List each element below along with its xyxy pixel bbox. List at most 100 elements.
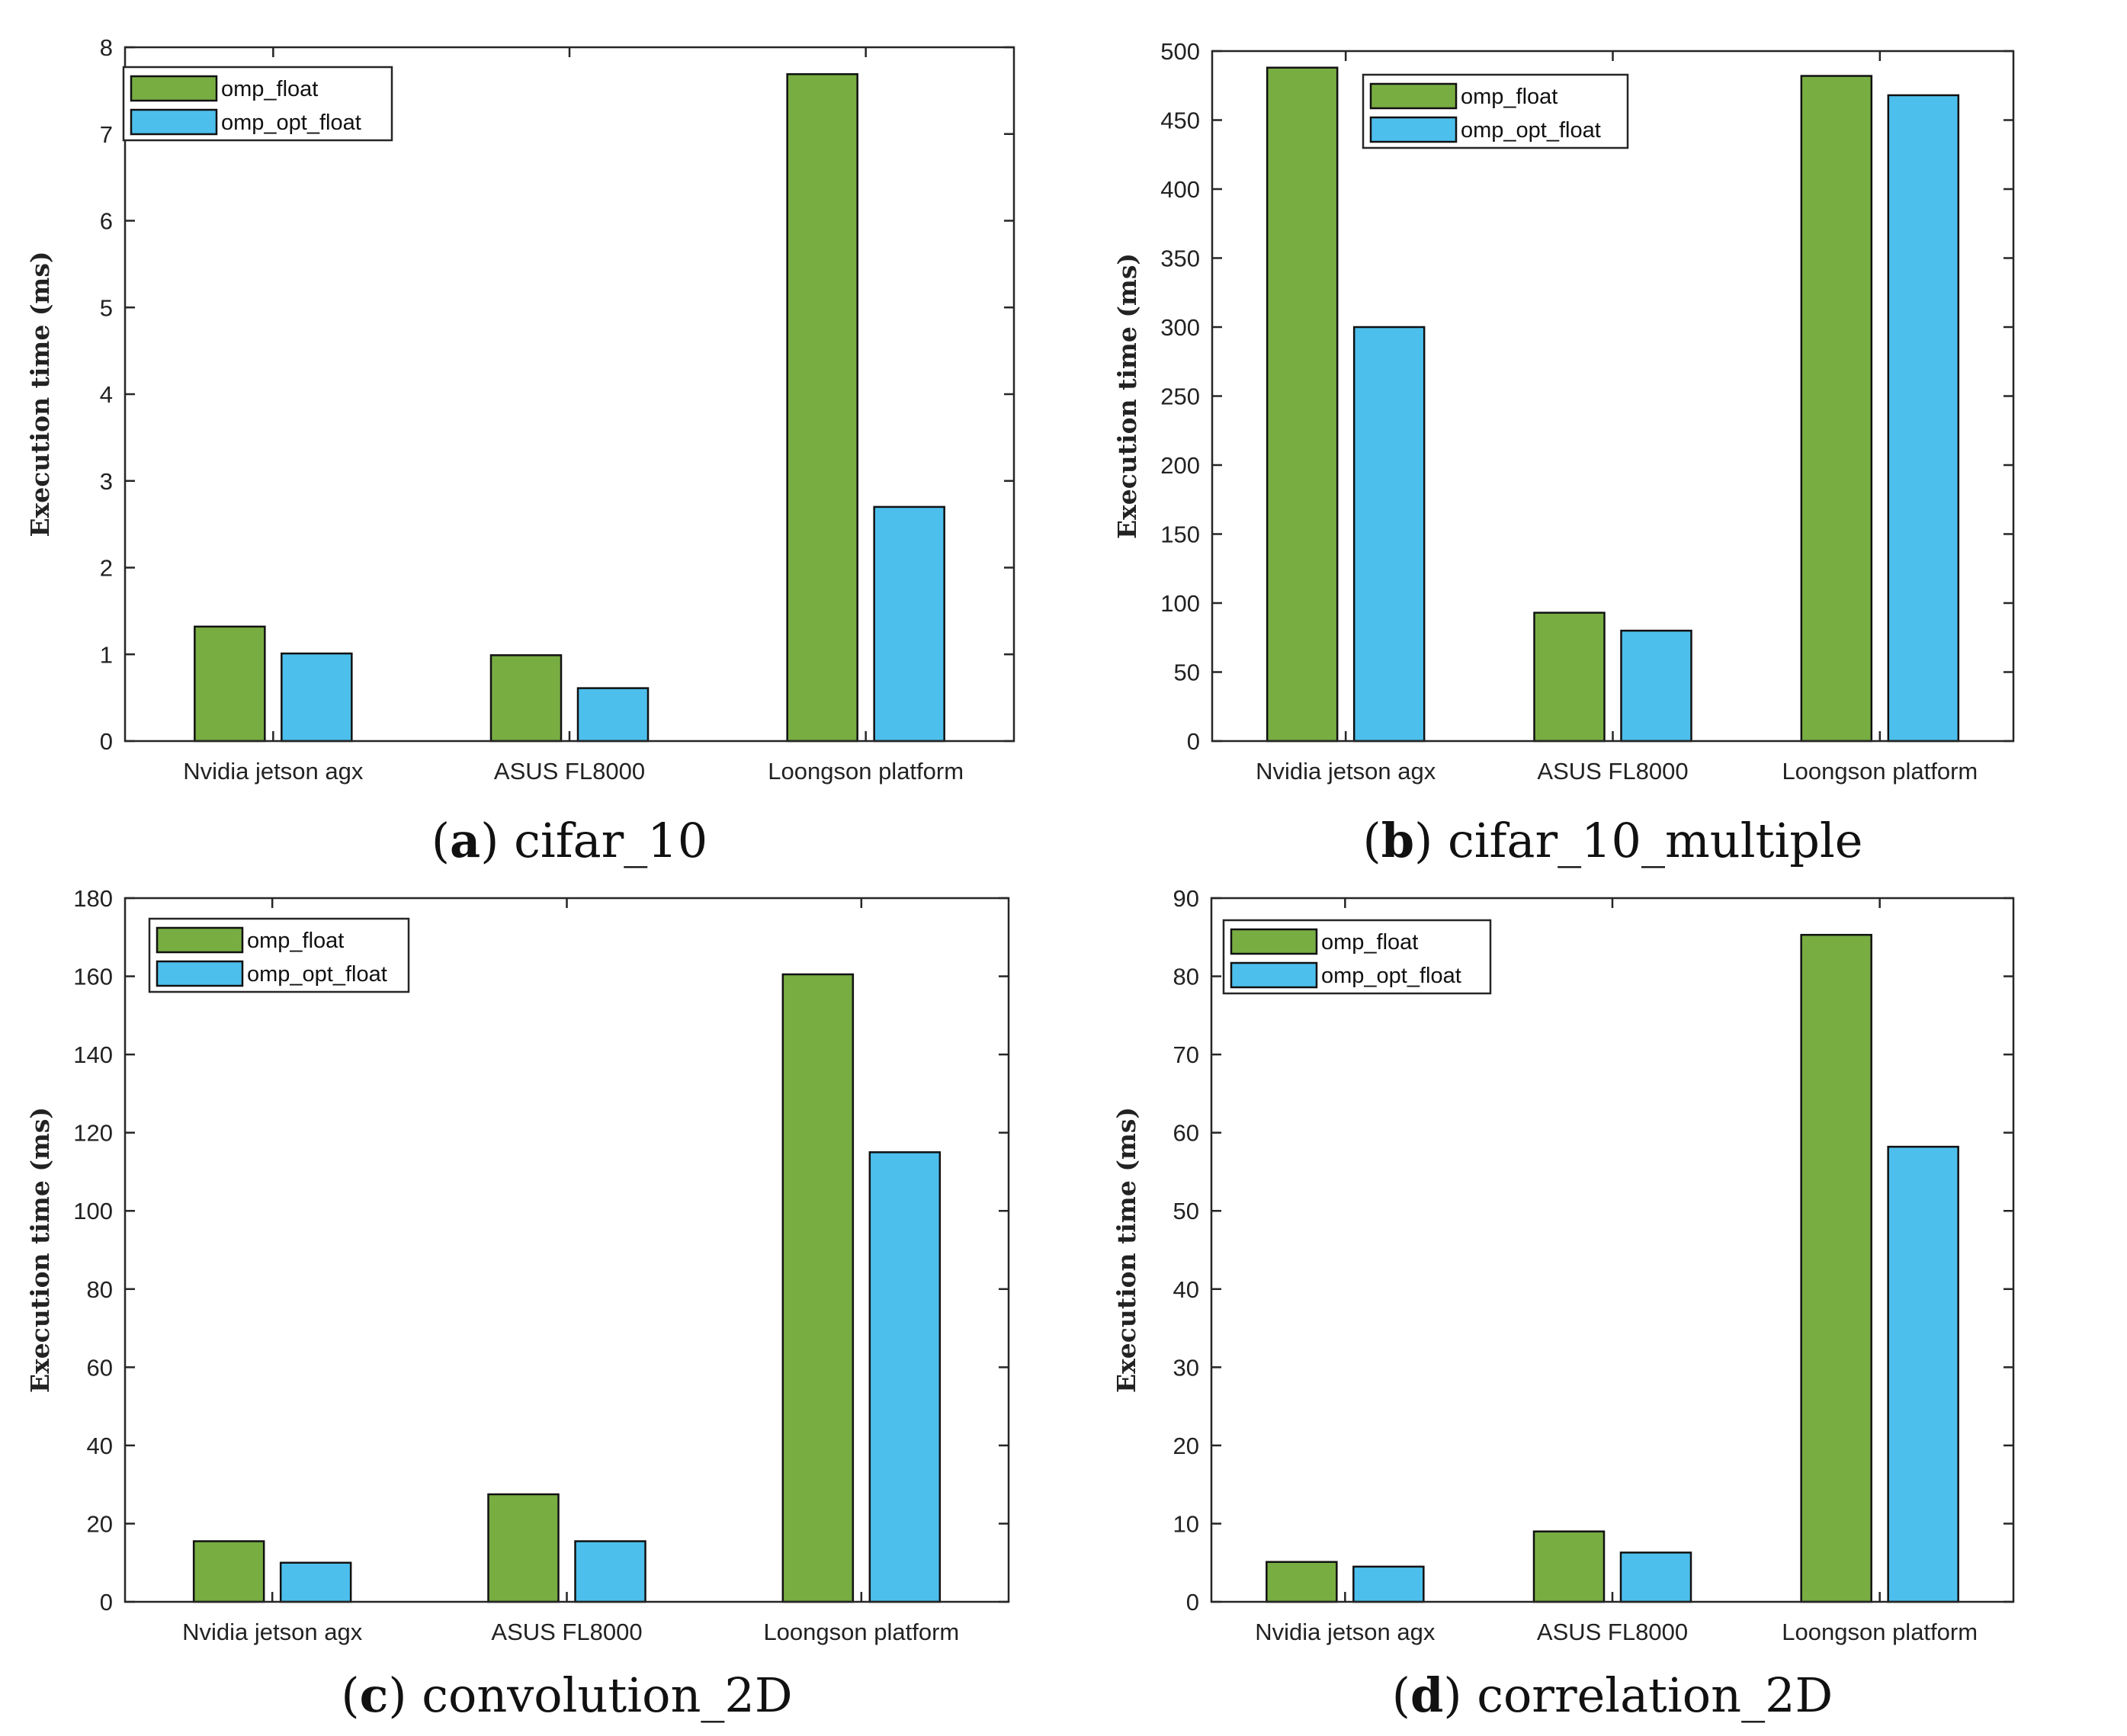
y-axis-label: Execution time (ms) <box>25 1107 55 1393</box>
y-tick-label: 8 <box>100 34 113 61</box>
x-tick-label: ASUS FL8000 <box>1537 1619 1688 1645</box>
legend: omp_float omp_opt_float <box>1362 73 1629 149</box>
bar-omp-opt-float-2 <box>1619 1551 1692 1603</box>
y-tick-label: 60 <box>87 1354 113 1381</box>
bar-omp-opt-float-2 <box>574 1540 646 1603</box>
y-tick-label: 50 <box>1173 1198 1199 1224</box>
figure-caption: (d) correlation_2D <box>1392 1667 1833 1723</box>
caption-letter: d <box>1410 1667 1443 1723</box>
legend: omp_float omp_opt_float <box>1222 919 1492 995</box>
caption-paren-open: ( <box>1363 813 1381 868</box>
x-tick-label: Loongson platform <box>763 1619 959 1645</box>
y-tick-label: 0 <box>100 728 113 755</box>
y-tick-label: 30 <box>1173 1354 1199 1381</box>
legend-label: omp_opt_float <box>1461 118 1601 143</box>
chart-panel-c: 0 20 40 60 80 100 120 140 160 180 Nvidia jetson ag… <box>25 885 1010 1723</box>
caption-paren-close: ) <box>1443 1667 1477 1723</box>
y-tick-label: 40 <box>87 1433 113 1459</box>
bar-omp-opt-float-3 <box>873 505 945 743</box>
y-tick-label: 6 <box>100 208 113 235</box>
chart-panel-a: 0 1 2 3 4 5 6 7 8 Nvidia jetson agx ASUS FL8000 Loo… <box>25 34 1015 868</box>
bar-omp-float-3 <box>786 73 858 743</box>
bar-omp-float-2 <box>489 654 563 743</box>
y-tick-label: 120 <box>73 1120 113 1147</box>
y-tick-label: 70 <box>1173 1041 1199 1068</box>
y-tick-label: 0 <box>1187 728 1200 755</box>
legend: omp_float omp_opt_float <box>122 66 393 142</box>
y-tick-label: 3 <box>100 468 113 495</box>
y-tick-label: 100 <box>73 1198 113 1224</box>
legend-swatch-omp-float <box>156 926 244 954</box>
caption-title: convolution_2D <box>422 1667 792 1723</box>
x-tick-label: Nvidia jetson agx <box>183 758 364 785</box>
y-tick-label: 10 <box>1173 1510 1199 1537</box>
bar-omp-float-1 <box>1266 1561 1338 1603</box>
bar-omp-opt-float-1 <box>279 1561 352 1603</box>
caption-letter: b <box>1381 813 1414 868</box>
chart-panel-d: 0 10 20 30 40 50 60 70 80 90 Nvidia jetson agx ASUS… <box>1112 885 2015 1723</box>
bar-omp-opt-float-1 <box>281 652 353 743</box>
legend-label: omp_opt_float <box>1321 964 1461 988</box>
legend-swatch-omp-opt-float <box>130 108 218 136</box>
y-tick-label: 350 <box>1160 245 1200 272</box>
y-tick-label: 20 <box>1173 1433 1199 1459</box>
x-tick-label: ASUS FL8000 <box>491 1619 642 1645</box>
y-tick-label: 0 <box>1186 1589 1199 1616</box>
legend-swatch-omp-opt-float <box>1230 961 1318 989</box>
x-tick-label: Loongson platform <box>768 758 964 785</box>
bar-omp-opt-float-1 <box>1352 326 1426 743</box>
caption-title: cifar_10_multiple <box>1448 813 1863 868</box>
caption-paren-close: ) <box>388 1667 422 1723</box>
y-axis-label: Execution time (ms) <box>25 251 55 537</box>
y-tick-label: 450 <box>1160 107 1200 134</box>
legend-swatch-omp-float <box>1369 82 1458 110</box>
x-tick-label: Nvidia jetson agx <box>1256 758 1436 785</box>
y-tick-label: 300 <box>1160 314 1200 341</box>
legend-label: omp_float <box>1321 930 1418 955</box>
legend-label: omp_float <box>221 77 318 101</box>
y-axis-label: Execution time (ms) <box>1112 253 1142 539</box>
bar-omp-opt-float-3 <box>1887 1145 1959 1603</box>
bar-omp-opt-float-1 <box>1352 1565 1425 1603</box>
y-tick-label: 80 <box>87 1276 113 1303</box>
bar-omp-float-2 <box>1533 611 1606 743</box>
bar-omp-float-1 <box>1266 66 1339 743</box>
y-tick-label: 140 <box>73 1041 113 1068</box>
caption-paren-open: ( <box>341 1667 359 1723</box>
y-tick-label: 200 <box>1160 452 1200 479</box>
chart-panel-b: 0 50 100 150 200 250 300 350 400 450 500 Nvidia jet… <box>1112 38 2015 868</box>
y-tick-label: 4 <box>100 381 113 408</box>
x-tick-label: Loongson platform <box>1782 1619 1978 1645</box>
y-tick-label: 500 <box>1160 38 1200 65</box>
y-tick-label: 80 <box>1173 964 1199 990</box>
y-tick-label: 100 <box>1160 590 1200 617</box>
bar-omp-opt-float-2 <box>1620 629 1692 743</box>
x-tick-label: Nvidia jetson agx <box>182 1619 363 1645</box>
caption-letter: c <box>360 1667 389 1723</box>
caption-title: cifar_10 <box>514 813 707 868</box>
y-axis-label: Execution time (ms) <box>1112 1107 1141 1393</box>
y-tick-label: 90 <box>1173 885 1199 912</box>
x-tick-label: ASUS FL8000 <box>1537 758 1688 785</box>
y-tick-label: 400 <box>1160 176 1200 203</box>
legend-swatch-omp-opt-float <box>1369 116 1458 143</box>
y-tick-label: 0 <box>100 1589 113 1616</box>
bar-omp-float-3 <box>1800 933 1872 1603</box>
bar-omp-float-2 <box>1532 1530 1606 1603</box>
x-tick-label: ASUS FL8000 <box>494 758 645 785</box>
caption-paren-close: ) <box>1414 813 1448 868</box>
bar-omp-float-2 <box>487 1493 560 1603</box>
bar-omp-opt-float-2 <box>576 687 650 743</box>
legend-swatch-omp-float <box>1230 928 1318 955</box>
caption-title: correlation_2D <box>1477 1667 1833 1723</box>
legend-label: omp_opt_float <box>221 111 361 135</box>
legend-swatch-omp-opt-float <box>156 960 244 987</box>
y-tick-label: 20 <box>87 1510 113 1537</box>
caption-paren-close: ) <box>480 813 514 868</box>
legend-swatch-omp-float <box>130 75 218 102</box>
y-tick-label: 7 <box>100 121 113 148</box>
legend-label: omp_float <box>1461 85 1558 109</box>
bar-omp-float-3 <box>781 973 855 1603</box>
x-tick-label: Loongson platform <box>1782 758 1978 785</box>
